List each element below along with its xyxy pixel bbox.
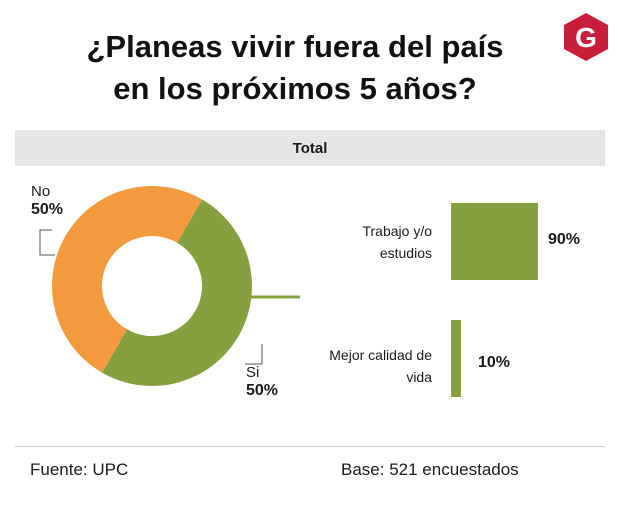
- footer-divider: [15, 446, 605, 447]
- bar-category-0: Trabajo y/o estudios: [320, 220, 432, 264]
- logo-letter: G: [575, 22, 597, 53]
- footer-base: Base: 521 encuestados: [341, 460, 519, 479]
- leader-line-no: [39, 229, 55, 256]
- bar-value-1: 10%: [478, 354, 511, 371]
- title-line-1: ¿Planeas vivir fuera del país: [86, 29, 504, 64]
- slice-value-no: 50%: [31, 201, 64, 218]
- logo-hexagon: [564, 13, 608, 61]
- bar-calidad-de-vida: [451, 320, 461, 397]
- donut-chart: [39, 186, 300, 386]
- brand-logo: G: [564, 13, 608, 61]
- title-line-2: en los próximos 5 años?: [113, 71, 477, 106]
- section-band: Total: [15, 130, 605, 166]
- donut-slice-no: [52, 186, 203, 373]
- bar-category-1-text: Mejor calidad de vida: [329, 347, 432, 385]
- slice-value-si: 50%: [246, 382, 279, 399]
- bar-category-1: Mejor calidad de vida: [320, 344, 432, 388]
- bar-trabajo-estudios: [451, 203, 538, 280]
- bar-value-0: 90%: [548, 231, 581, 248]
- donut-slice-si: [102, 199, 252, 386]
- slice-label-si: Si: [246, 364, 260, 381]
- slice-label-no: No: [31, 183, 51, 200]
- section-label: Total: [292, 139, 328, 157]
- leader-line-si: [245, 344, 263, 365]
- chart-title: ¿Planeas vivir fuera del país en los pró…: [30, 26, 560, 110]
- bar-category-0-text: Trabajo y/o estudios: [362, 223, 432, 261]
- footer-source: Fuente: UPC: [30, 460, 129, 479]
